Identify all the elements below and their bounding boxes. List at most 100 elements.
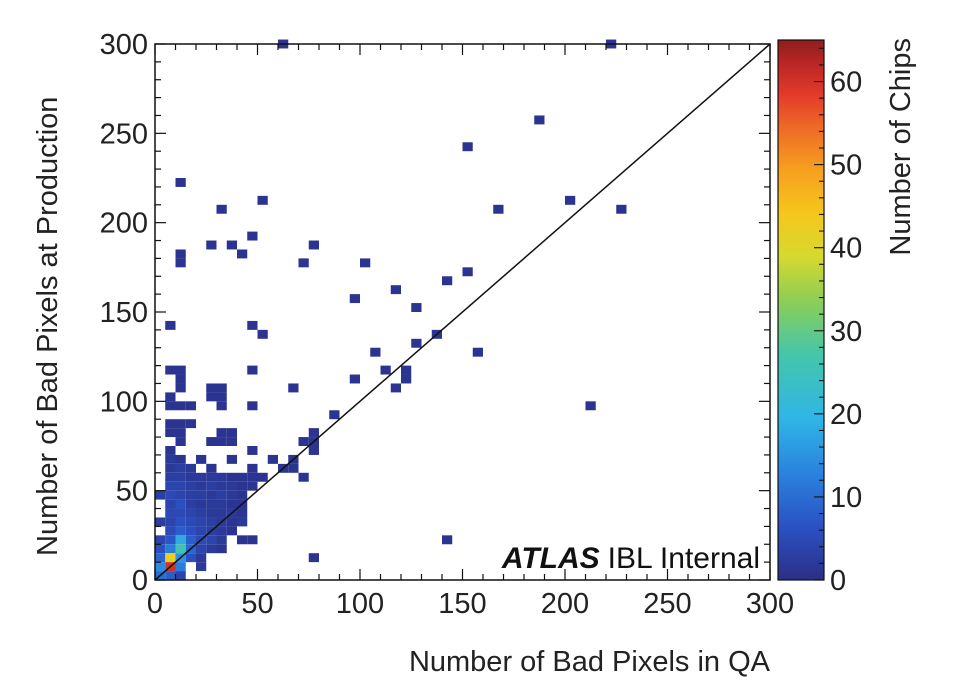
heatmap-cell	[237, 249, 248, 259]
heatmap-cell	[247, 463, 258, 473]
heatmap-cell	[185, 490, 196, 500]
heatmap-cell	[165, 517, 176, 527]
heatmap-cell	[226, 454, 237, 464]
heatmap-cell	[185, 463, 196, 473]
heatmap-cell	[175, 258, 186, 268]
heatmap-cell	[237, 535, 248, 545]
heatmap-cell	[196, 490, 207, 500]
heatmap-cell	[298, 472, 309, 482]
heatmap-cell	[175, 374, 186, 384]
heatmap-cell	[196, 553, 207, 563]
heatmap-cell	[175, 571, 186, 580]
heatmap-cell	[196, 562, 207, 572]
colorbar-tick-label: 10	[830, 482, 862, 514]
heatmap-cell	[175, 562, 186, 572]
heatmap-cell	[175, 544, 186, 554]
heatmap-cell	[155, 562, 166, 572]
heatmap-cell	[185, 535, 196, 545]
heatmap-cell	[216, 544, 227, 554]
heatmap-cell	[360, 258, 371, 268]
heatmap-cell	[155, 544, 166, 554]
heatmap-cell	[298, 258, 309, 268]
heatmap-cell	[165, 499, 176, 509]
heatmap-cell	[185, 481, 196, 491]
heatmap-cell	[401, 365, 412, 375]
heatmap-cell	[442, 276, 453, 286]
heatmap-cell	[247, 535, 258, 545]
heatmap-cell	[206, 240, 217, 250]
heatmap-cell	[165, 365, 176, 375]
x-tick-label: 100	[336, 588, 384, 620]
heatmap-cell	[442, 535, 453, 545]
colorbar-tick-label: 20	[830, 399, 862, 431]
heatmap-cell	[206, 544, 217, 554]
heatmap-cell	[493, 204, 504, 214]
heatmap-cell	[370, 347, 381, 357]
heatmap-cells	[155, 39, 627, 580]
heatmap-cell	[206, 490, 217, 500]
heatmap-cell	[226, 428, 237, 438]
heatmap-cell	[206, 535, 217, 545]
heatmap-cell	[308, 428, 319, 438]
heatmap-cell	[216, 383, 227, 393]
heatmap-cell	[175, 481, 186, 491]
heatmap-cell	[175, 454, 186, 464]
y-tick-label: 0	[132, 565, 148, 597]
heatmap-cell	[206, 392, 217, 402]
heatmap-cell	[288, 383, 299, 393]
heatmap-cell	[206, 383, 217, 393]
x-tick-label: 200	[541, 588, 589, 620]
y-tick-label: 300	[100, 29, 148, 61]
heatmap-cell	[247, 481, 258, 491]
heatmap-cell	[216, 526, 227, 536]
y-tick-label: 200	[100, 208, 148, 240]
heatmap-cell	[216, 490, 227, 500]
heatmap-cell	[288, 463, 299, 473]
atlas-label: ATLAS IBL Internal	[501, 542, 760, 575]
heatmap-cell	[175, 428, 186, 438]
colorbar-tick-label: 40	[830, 233, 862, 265]
heatmap-cell	[165, 544, 176, 554]
heatmap-cell	[329, 410, 340, 420]
heatmap-cell	[247, 446, 258, 455]
heatmap-cell	[175, 401, 186, 411]
heatmap-cell	[155, 553, 166, 563]
x-tick-label: 150	[438, 588, 486, 620]
heatmap-cell	[175, 508, 186, 518]
x-axis-title: Number of Bad Pixels in QA	[409, 646, 771, 678]
heatmap-cell	[175, 499, 186, 509]
heatmap-cell	[390, 383, 401, 393]
heatmap-cell	[216, 508, 227, 518]
heatmap-cell	[175, 472, 186, 482]
heatmap-cell	[237, 508, 248, 518]
heatmap-cell	[175, 535, 186, 545]
heatmap-cell	[308, 446, 319, 455]
heatmap-cell	[165, 553, 176, 563]
heatmap-cell	[216, 499, 227, 509]
heatmap-cell	[267, 454, 278, 464]
heatmap-cell	[226, 481, 237, 491]
heatmap-cell	[185, 508, 196, 518]
heatmap-cell	[349, 294, 360, 304]
atlas-label-bold: ATLAS	[501, 542, 600, 575]
heatmap-cell	[206, 499, 217, 509]
heatmap-cell	[185, 526, 196, 536]
heatmap-cell	[237, 472, 248, 482]
x-tick-label: 0	[147, 588, 163, 620]
heatmap-cell	[165, 454, 176, 464]
heatmap-cell	[165, 463, 176, 473]
heatmap-cell	[165, 526, 176, 536]
heatmap-cell	[380, 365, 391, 375]
colorbar-tick-label: 50	[830, 150, 862, 182]
heatmap-cell	[175, 463, 186, 473]
heatmap-cell	[257, 329, 268, 339]
heatmap-cell	[206, 508, 217, 518]
heatmap-cell	[206, 481, 217, 491]
heatmap-cell	[175, 517, 186, 527]
heatmap-cell	[226, 240, 237, 250]
heatmap-cell	[257, 472, 268, 482]
heatmap-cell	[226, 526, 237, 536]
heatmap-cell	[226, 490, 237, 500]
y-axis-title: Number of Bad Pixels at Production	[32, 97, 64, 556]
x-axis-tick-labels: 0 50 100 150 200 250 300	[147, 588, 794, 620]
